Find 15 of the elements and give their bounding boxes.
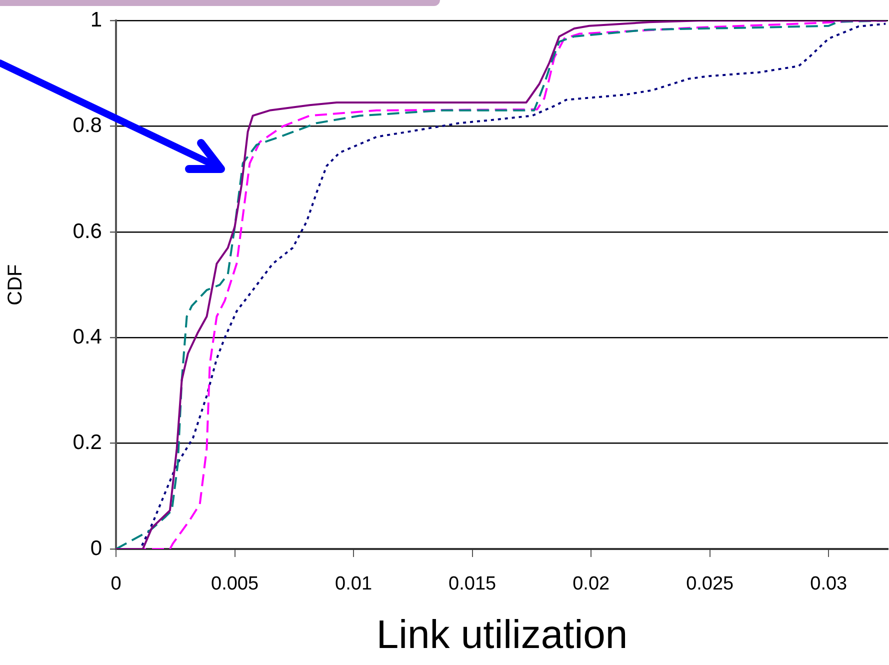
x-tick-label: 0.025 bbox=[686, 574, 734, 595]
x-tick-label: 0.01 bbox=[335, 574, 372, 595]
x-tick-label: 0.02 bbox=[572, 574, 610, 595]
x-tick-label: 0.015 bbox=[448, 574, 496, 595]
y-tick-label: 0.6 bbox=[72, 220, 102, 243]
y-tick-label: 0.4 bbox=[72, 325, 102, 348]
y-tick-label: 0.8 bbox=[72, 114, 102, 138]
y-tick-label: 0 bbox=[90, 536, 102, 560]
x-tick-label: 0.005 bbox=[210, 574, 259, 595]
y-axis-title: CDF bbox=[4, 264, 27, 306]
y-tick-label: 0.2 bbox=[72, 431, 102, 454]
x-tick-label: 0 bbox=[110, 574, 122, 595]
y-tick-label: 1 bbox=[90, 8, 102, 32]
x-axis-title: Link utilization bbox=[376, 613, 628, 658]
x-tick-label: 0.03 bbox=[810, 574, 848, 595]
